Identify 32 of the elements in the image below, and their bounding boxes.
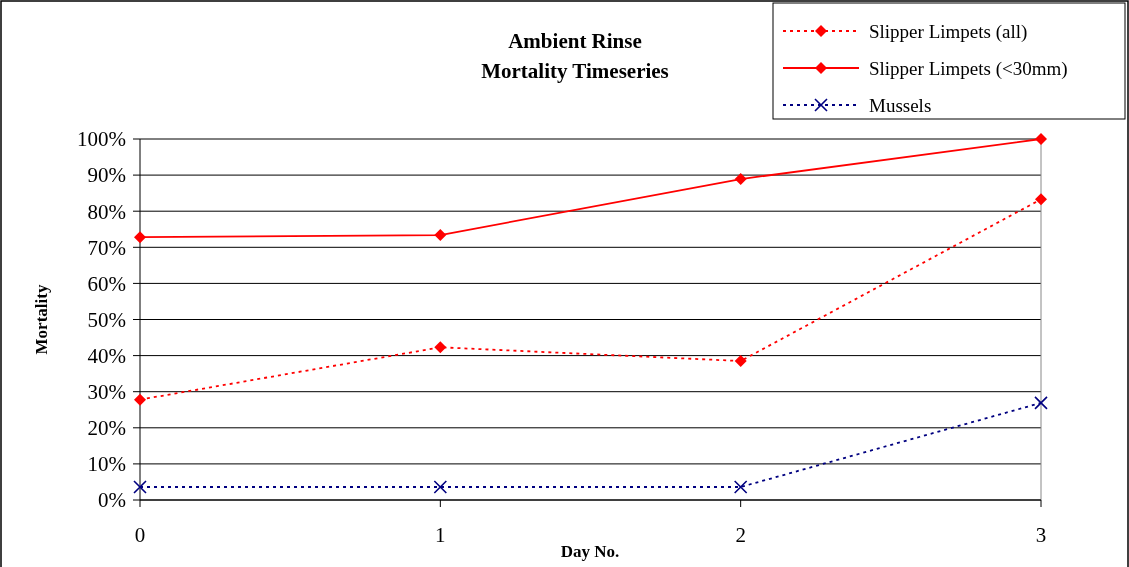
y-tick-label: 10% [87, 452, 126, 477]
point [1035, 193, 1047, 206]
x-tick-label: 2 [735, 523, 746, 547]
legend-label: Mussels [869, 94, 932, 116]
point [433, 480, 448, 494]
point [1035, 133, 1047, 145]
legend-label: Slipper Limpets (all) [869, 20, 1028, 43]
y-tick-label: 60% [87, 271, 126, 296]
y-tick-label: 90% [87, 163, 126, 188]
y-tick-label: 20% [87, 416, 126, 441]
point [434, 229, 447, 242]
point [1034, 396, 1048, 410]
chart-title: Ambient Rinse Mortality Timeseries [481, 29, 669, 83]
point [733, 480, 748, 494]
point [734, 173, 747, 186]
y-axis-title: Mortality [32, 284, 51, 355]
legend-label: Slipper Limpets (<30mm) [869, 57, 1068, 80]
x-tick-label: 1 [435, 523, 446, 547]
point [133, 480, 147, 494]
y-tick-label: 0% [98, 488, 126, 513]
y-tick-label: 30% [87, 380, 126, 405]
y-tick-label: 100% [77, 127, 126, 152]
point [734, 355, 747, 368]
x-tick-label: 0 [134, 523, 146, 547]
y-tick-label: 40% [87, 343, 126, 368]
x-axis-title: Day No. [560, 542, 620, 561]
point [134, 231, 146, 244]
y-tick-label: 50% [87, 307, 126, 332]
point [434, 341, 447, 354]
y-tick-label: 70% [87, 235, 126, 260]
y-tick-label: 80% [87, 199, 126, 224]
x-tick-label: 3 [1035, 523, 1047, 547]
